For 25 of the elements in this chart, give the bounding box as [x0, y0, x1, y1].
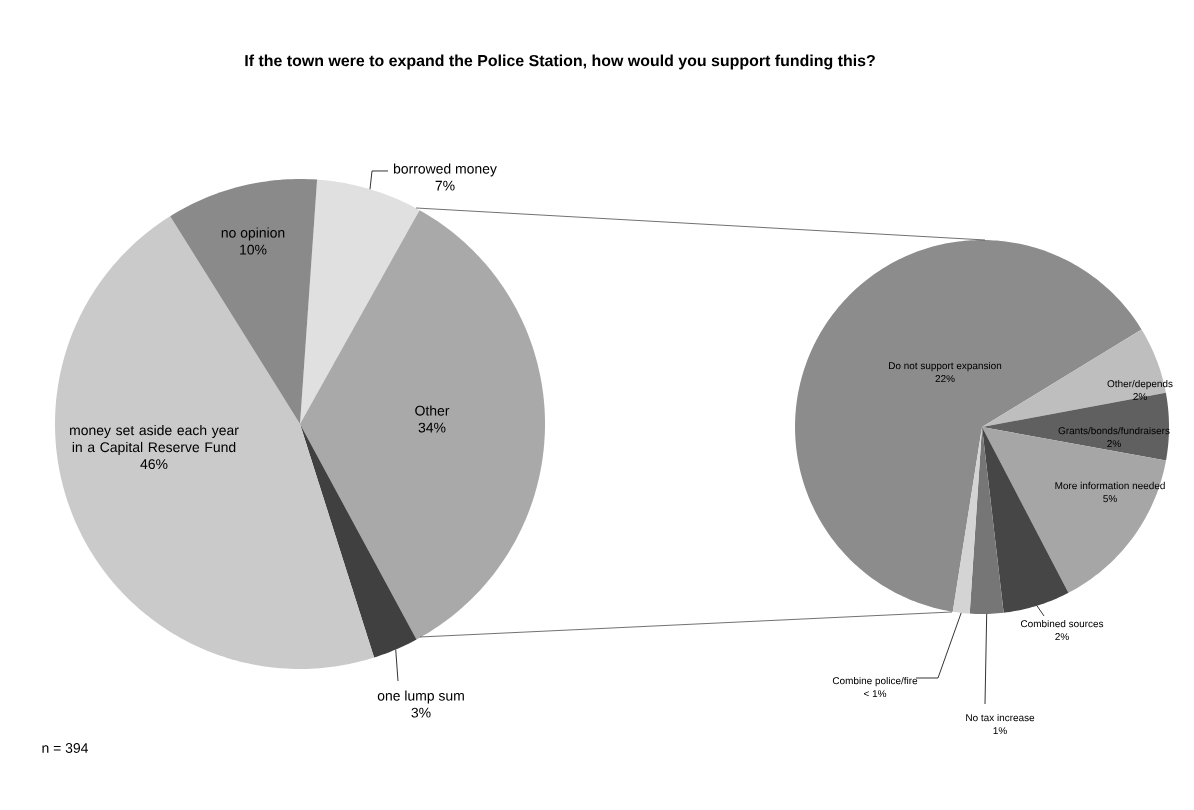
data-label: 46% — [140, 459, 168, 470]
chart-title: If the town were to expand the Police Station, how would you support funding this? — [245, 54, 875, 70]
data-label: 2% — [1133, 393, 1147, 401]
data-label: 1% — [993, 727, 1007, 735]
data-label: 2% — [1107, 440, 1121, 448]
data-label: 2% — [1055, 633, 1069, 641]
data-label: 10% — [240, 244, 267, 255]
slice-label: no opinion — [221, 227, 285, 241]
slice-label: one lump sum — [377, 690, 464, 704]
data-label: 7% — [435, 180, 455, 191]
slice-label: More information needed — [1055, 481, 1165, 490]
text: n = 394 — [42, 743, 89, 753]
data-label: 22% — [935, 375, 955, 383]
slice-label: money set aside each year in a Capital Reserve Fund — [70, 424, 239, 455]
data-label: 3% — [411, 707, 431, 718]
data-label: 5% — [1103, 495, 1117, 503]
slice-label: Do not support expansion — [889, 361, 1002, 372]
slice-label: Other/depends — [1107, 379, 1173, 390]
slice-label: Combine police/fire — [832, 676, 918, 687]
slice-label: borrowed money — [393, 163, 497, 177]
data-label: < 1% — [864, 690, 887, 698]
data-label: 34% — [418, 422, 446, 433]
slice-label: Combined sources — [1020, 619, 1104, 628]
slice-label: No tax increase — [966, 713, 1035, 722]
slice-label: Other — [415, 405, 450, 416]
